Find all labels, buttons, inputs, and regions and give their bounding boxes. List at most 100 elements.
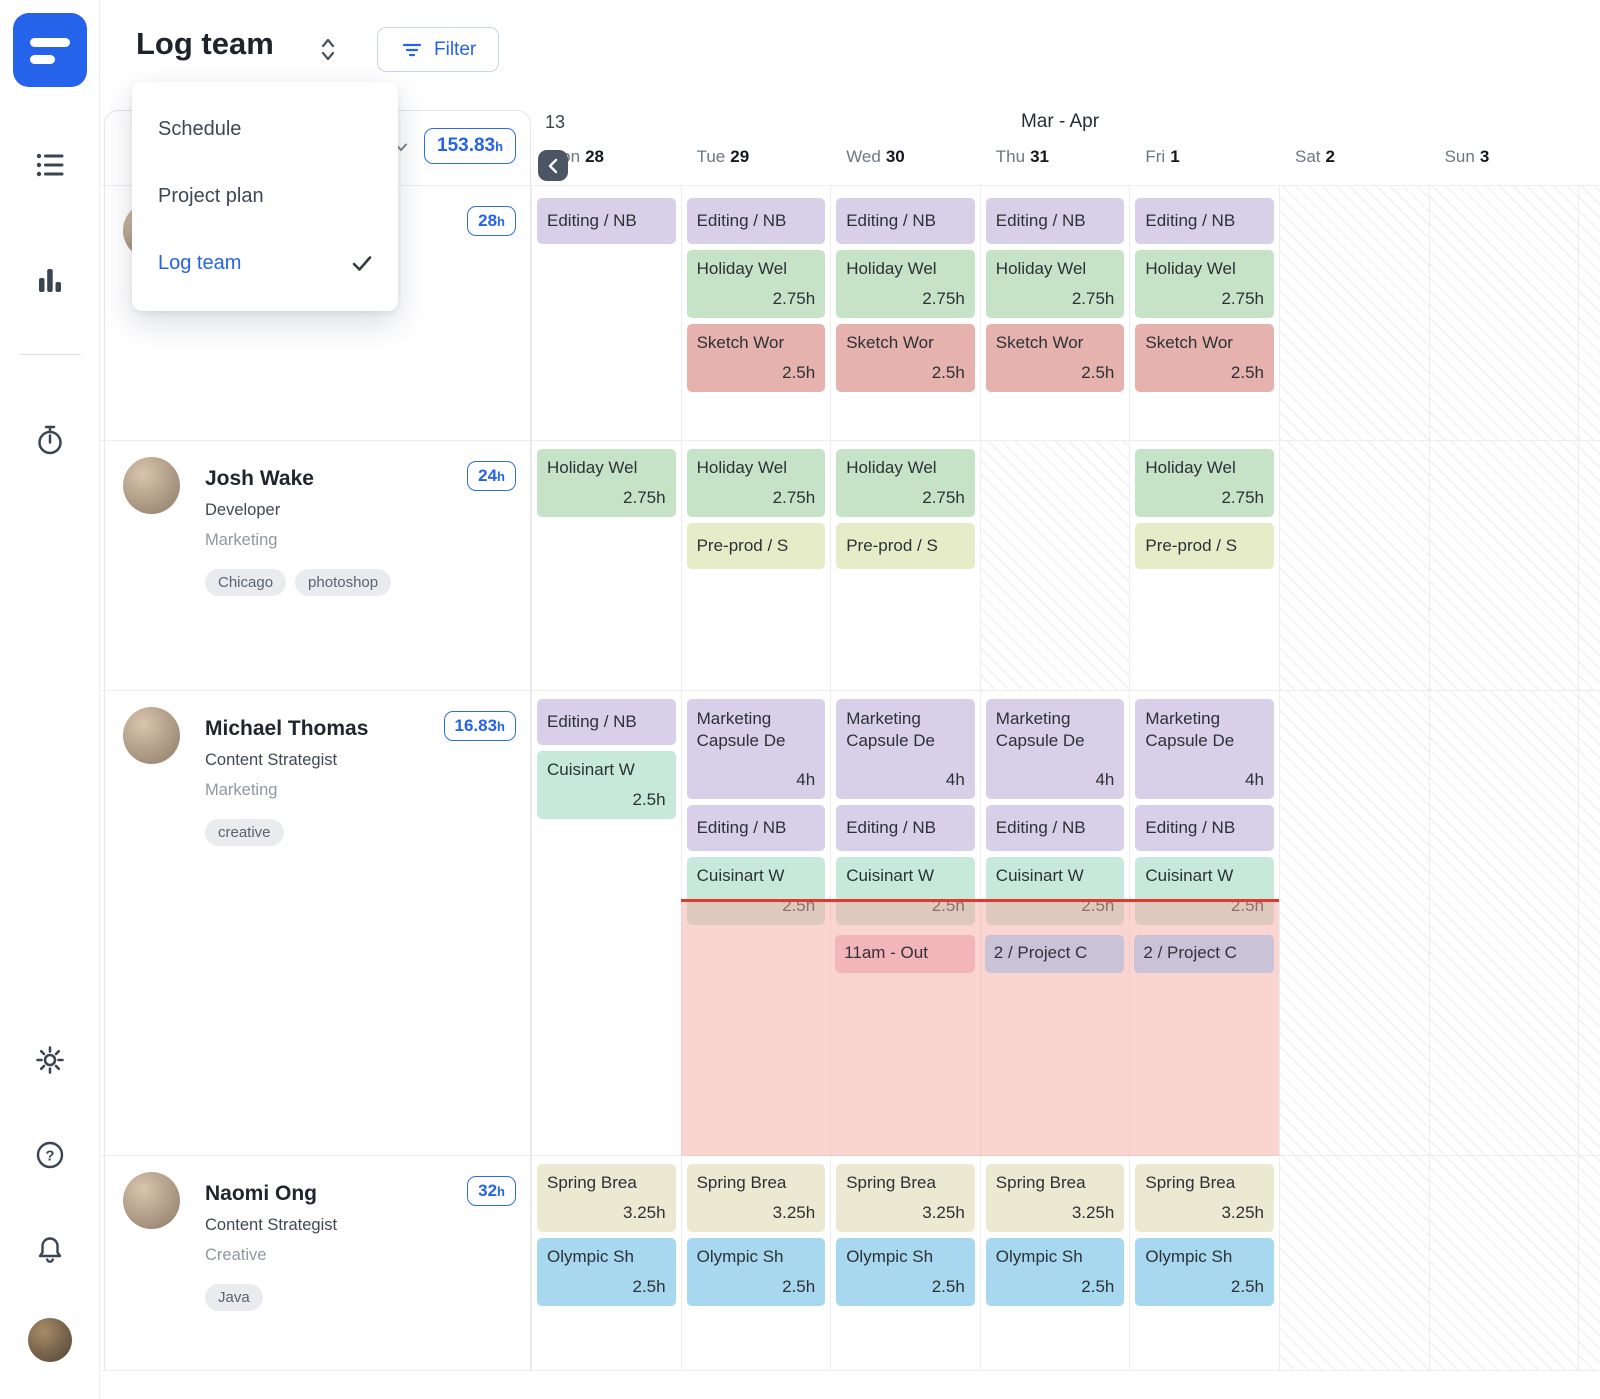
day-cell[interactable] — [1279, 441, 1429, 690]
reports-nav[interactable] — [34, 264, 66, 296]
time-entry[interactable]: Pre-prod / S — [686, 523, 826, 569]
day-cell[interactable]: Editing / NB Cuisinart W 2.5h — [531, 691, 681, 1155]
time-entry[interactable]: Pre-prod / S — [836, 523, 975, 569]
month-range-label: Mar - Apr — [1020, 111, 1100, 132]
filter-button[interactable]: Filter — [377, 27, 500, 72]
entry-title: Editing / NB — [846, 211, 936, 230]
member-hours-badge: 16.83h — [443, 711, 516, 741]
time-entry[interactable]: Holiday Wel 2.75h — [686, 449, 826, 517]
day-cell[interactable]: Marketing Capsule De 4h Editing / NB Cuisin… — [979, 691, 1130, 1155]
day-cell[interactable] — [1428, 441, 1579, 690]
time-entry[interactable]: Spring Brea 3.25h — [1135, 1164, 1274, 1232]
day-number: 29 — [730, 147, 750, 166]
time-entry[interactable]: Editing / NB — [686, 198, 826, 244]
menu-item-schedule[interactable]: Schedule — [132, 96, 398, 163]
menu-item-project-plan[interactable]: Project plan — [132, 163, 398, 230]
time-entry[interactable]: Holiday Wel 2.75h — [1135, 449, 1274, 517]
day-header-tue: Tue 29 — [681, 147, 831, 167]
time-entry[interactable]: Holiday Wel 2.75h — [836, 250, 975, 318]
time-entry[interactable]: Marketing Capsule De 4h — [1135, 699, 1274, 799]
notifications-nav[interactable] — [34, 1234, 66, 1266]
overlay-note[interactable]: 11am - Out — [835, 935, 975, 973]
time-entry[interactable]: Holiday Wel 2.75h — [686, 250, 826, 318]
day-cell[interactable]: Editing / NB — [531, 186, 681, 440]
time-entry[interactable]: Marketing Capsule De 4h — [985, 699, 1125, 799]
prev-week-button[interactable] — [538, 150, 568, 181]
day-cell[interactable]: Editing / NB Holiday Wel 2.75h Sketch Wor 2.… — [830, 186, 980, 440]
app-logo[interactable] — [12, 13, 87, 87]
overlay-note[interactable]: 2 / Project C — [1134, 935, 1274, 973]
member-department: Creative — [205, 1246, 267, 1264]
day-cell[interactable]: Spring Brea 3.25h Olympic Sh 2.5h — [680, 1156, 831, 1370]
time-entry[interactable]: Olympic Sh 2.5h — [537, 1238, 676, 1306]
member-card[interactable]: Michael Thomas Content Strategist Marketin… — [100, 691, 531, 1155]
overlay-note[interactable]: 2 / Project C — [984, 935, 1125, 973]
day-cell[interactable]: Holiday Wel 2.75h — [531, 441, 681, 690]
time-entry[interactable]: Sketch Wor 2.5h — [1135, 324, 1274, 392]
time-entry[interactable]: Holiday Wel 2.75h — [985, 250, 1125, 318]
day-cell[interactable] — [1428, 186, 1579, 440]
time-entry[interactable]: Editing / NB — [985, 198, 1125, 244]
time-entry[interactable]: Cuisinart W 2.5h — [537, 751, 676, 819]
help-nav[interactable]: ? — [34, 1139, 66, 1171]
entry-title: Sketch Wor — [995, 333, 1084, 352]
time-entry[interactable]: Editing / NB — [985, 805, 1125, 851]
time-entry[interactable]: Spring Brea 3.25h — [537, 1164, 676, 1232]
time-entry[interactable]: Holiday Wel 2.75h — [537, 449, 676, 517]
settings-nav[interactable] — [34, 1044, 66, 1076]
task-list-nav[interactable] — [34, 149, 66, 181]
day-cell[interactable]: Spring Brea 3.25h Olympic Sh 2.5h — [531, 1156, 681, 1370]
time-entry[interactable]: Editing / NB — [686, 805, 826, 851]
time-entry[interactable]: Olympic Sh 2.5h — [836, 1238, 975, 1306]
day-cell[interactable] — [1279, 691, 1429, 1155]
entry-title: Editing / NB — [1145, 211, 1236, 230]
time-entry[interactable]: Editing / NB — [836, 805, 975, 851]
member-card[interactable]: Josh Wake Developer Marketing Chicago photos… — [100, 441, 531, 690]
member-role: Developer — [205, 501, 281, 519]
time-entry[interactable]: Sketch Wor 2.5h — [985, 324, 1125, 392]
time-entry[interactable]: Editing / NB — [537, 699, 676, 745]
page-title[interactable]: Log team — [136, 26, 274, 61]
time-entry[interactable]: Marketing Capsule De 4h — [686, 699, 826, 799]
day-cell[interactable]: Editing / NB Holiday Wel 2.75h Sketch Wor 2.… — [680, 186, 831, 440]
time-entry[interactable]: Olympic Sh 2.5h — [985, 1238, 1125, 1306]
time-entry[interactable]: Editing / NB — [836, 198, 975, 244]
day-cell[interactable]: Spring Brea 3.25h Olympic Sh 2.5h — [830, 1156, 980, 1370]
day-cell[interactable]: Holiday Wel 2.75h Pre-prod / S — [830, 441, 980, 690]
day-cell[interactable]: Spring Brea 3.25h Olympic Sh 2.5h — [1129, 1156, 1279, 1370]
time-tracking-nav[interactable] — [34, 424, 66, 456]
time-entry[interactable]: Olympic Sh 2.5h — [1135, 1238, 1274, 1306]
time-entry[interactable]: Sketch Wor 2.5h — [686, 324, 826, 392]
time-entry[interactable]: Spring Brea 3.25h — [836, 1164, 975, 1232]
time-entry[interactable]: Editing / NB — [1135, 805, 1274, 851]
day-cell[interactable] — [1428, 1156, 1579, 1370]
day-cell[interactable]: Spring Brea 3.25h Olympic Sh 2.5h — [979, 1156, 1130, 1370]
time-entry[interactable]: Holiday Wel 2.75h — [836, 449, 975, 517]
time-entry[interactable]: Editing / NB — [537, 198, 676, 244]
time-entry[interactable]: Marketing Capsule De 4h — [836, 699, 975, 799]
day-cell[interactable]: Editing / NB Holiday Wel 2.75h Sketch Wor 2.… — [979, 186, 1130, 440]
day-cell[interactable]: Editing / NB Holiday Wel 2.75h Sketch Wor 2.… — [1129, 186, 1279, 440]
day-cell[interactable] — [1279, 1156, 1429, 1370]
time-entry[interactable]: Pre-prod / S — [1135, 523, 1274, 569]
day-cell[interactable]: Holiday Wel 2.75h Pre-prod / S — [680, 441, 831, 690]
menu-item-log-team[interactable]: Log team — [132, 230, 398, 297]
day-cell[interactable]: Holiday Wel 2.75h Pre-prod / S — [1129, 441, 1279, 690]
time-entry[interactable]: Holiday Wel 2.75h — [1135, 250, 1274, 318]
day-cell[interactable] — [1428, 691, 1579, 1155]
member-card[interactable]: Naomi Ong Content Strategist Creative Java 3… — [100, 1156, 531, 1370]
time-entry[interactable]: Spring Brea 3.25h — [985, 1164, 1125, 1232]
view-switcher-caret-icon[interactable] — [320, 36, 336, 63]
bar-chart-icon — [38, 269, 61, 292]
entry-hours: 2.75h — [922, 289, 965, 308]
time-entry[interactable]: Sketch Wor 2.5h — [836, 324, 975, 392]
day-cell[interactable] — [979, 441, 1130, 690]
time-entry[interactable]: Olympic Sh 2.5h — [686, 1238, 826, 1306]
member-role: Content Strategist — [205, 1216, 338, 1234]
entry-hours: 2.5h — [782, 1277, 816, 1296]
day-cell[interactable] — [1279, 186, 1429, 440]
time-entry[interactable]: Editing / NB — [1135, 198, 1274, 244]
time-entry[interactable]: Spring Brea 3.25h — [686, 1164, 826, 1232]
user-avatar[interactable] — [27, 1318, 72, 1362]
member-department: Marketing — [205, 531, 278, 549]
